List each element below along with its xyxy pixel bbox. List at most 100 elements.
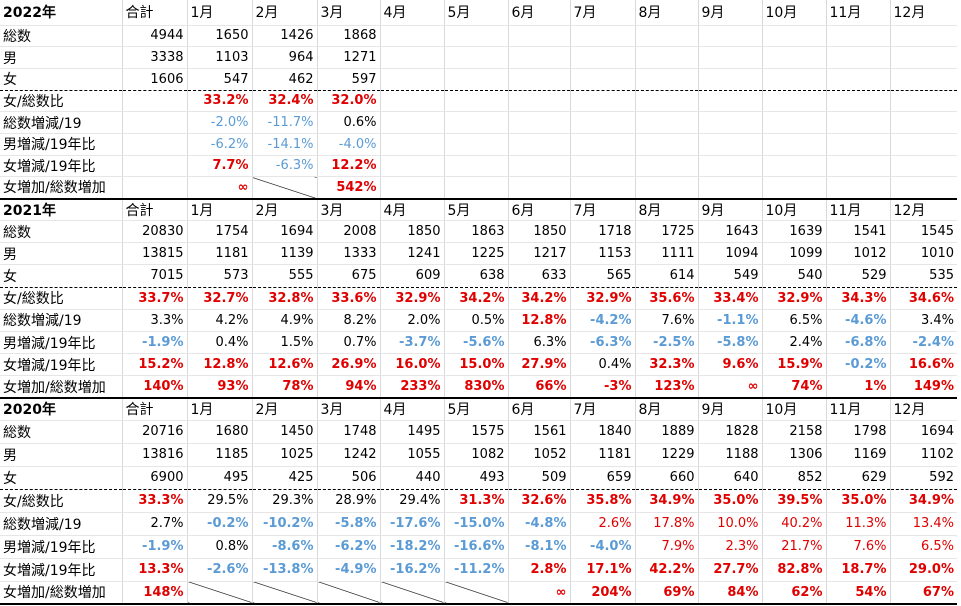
cell [443, 111, 508, 134]
column-header: 5月 [443, 397, 508, 421]
cell [825, 90, 890, 113]
cell: 13815 [121, 242, 187, 266]
cell: 67% [889, 581, 957, 605]
column-header: 12月 [889, 397, 957, 421]
cell: 2.7% [121, 512, 187, 536]
cell [379, 90, 444, 113]
cell: 32.8% [251, 287, 317, 310]
row-label: 男 [0, 242, 122, 266]
column-header: 合計 [121, 397, 187, 421]
cell [316, 581, 380, 605]
cell [569, 155, 635, 178]
cell: 33.2% [186, 90, 252, 113]
cell [443, 25, 508, 48]
cell: 462 [251, 68, 317, 91]
cell: 12.8% [186, 353, 252, 377]
cell: 7.7% [186, 155, 252, 178]
data-row: 総数増減/19 3.3% 4.2% 4.9% 8.2% 2.0% 0.5% 12.8% -4.2… [0, 309, 957, 332]
cell [825, 46, 890, 69]
cell: 33.4% [697, 287, 762, 310]
cell [507, 46, 570, 69]
cell: 35.0% [825, 489, 890, 513]
cell: 84% [697, 581, 762, 605]
cell: 3.4% [889, 309, 957, 332]
cell [251, 176, 317, 199]
cell [569, 176, 635, 199]
data-row: 女増加/総数増加 140% 93% 78% 94% 233% 830% 66% -3% 123% ∞… [0, 375, 957, 399]
data-row: 男 13815 1181 1139 1333 1241 1225 1217 1153 1111 10… [0, 242, 957, 266]
row-label: 女増加/総数増加 [0, 176, 122, 199]
cell: 7.9% [634, 535, 698, 559]
cell: 39.5% [761, 489, 826, 513]
cell: 4.2% [186, 309, 252, 332]
column-header: 3月 [316, 197, 380, 221]
cell: 0.7% [316, 331, 380, 355]
cell: 62% [761, 581, 826, 605]
cell: -3.7% [379, 331, 444, 355]
cell: 638 [443, 264, 508, 288]
cell: 17.8% [634, 512, 698, 536]
cell: 493 [443, 466, 508, 490]
cell [825, 133, 890, 156]
cell: 1748 [316, 420, 380, 444]
data-row: 総数増減/19 -2.0% -11.7% 0.6% [0, 111, 957, 134]
column-header: 9月 [697, 0, 762, 26]
data-row: 男増減/19年比 -1.9% 0.8% -8.6% -6.2% -18.2% -16.6% -… [0, 535, 957, 559]
column-header: 10月 [761, 0, 826, 26]
cell: 0.8% [186, 535, 252, 559]
column-header: 9月 [697, 397, 762, 421]
cell: 547 [186, 68, 252, 91]
cell [634, 133, 698, 156]
cell: 1% [825, 375, 890, 399]
cell: 1217 [507, 242, 570, 266]
cell: 149% [889, 375, 957, 399]
column-header: 10月 [761, 397, 826, 421]
cell: 21.7% [761, 535, 826, 559]
cell: 1055 [379, 443, 444, 467]
cell [507, 111, 570, 134]
data-row: 女増減/19年比 13.3% -2.6% -13.8% -4.9% -16.2% -11.2… [0, 558, 957, 582]
cell: 233% [379, 375, 444, 399]
row-label: 総数 [0, 220, 122, 244]
data-row: 女/総数比 33.7% 32.7% 32.8% 33.6% 32.9% 34.2% 34.2%… [0, 287, 957, 310]
cell: -0.2% [186, 512, 252, 536]
cell: -2.4% [889, 331, 957, 355]
row-label: 総数 [0, 25, 122, 48]
cell [379, 155, 444, 178]
cell [889, 25, 957, 48]
cell: 1541 [825, 220, 890, 244]
cell: 54% [825, 581, 890, 605]
cell: 4.9% [251, 309, 317, 332]
cell: -6.8% [825, 331, 890, 355]
cell [825, 176, 890, 199]
cell: 2158 [761, 420, 826, 444]
cell: 1694 [251, 220, 317, 244]
column-header: 合計 [121, 0, 187, 26]
cell: -4.6% [825, 309, 890, 332]
cell [761, 46, 826, 69]
cell: 1225 [443, 242, 508, 266]
cell [443, 133, 508, 156]
cell [825, 155, 890, 178]
cell: 7.6% [634, 309, 698, 332]
column-header: 12月 [889, 197, 957, 221]
cell: 2.4% [761, 331, 826, 355]
cell: 1012 [825, 242, 890, 266]
cell: 495 [186, 466, 252, 490]
cell [697, 25, 762, 48]
cell: -5.8% [316, 512, 380, 536]
cell: 12.8% [507, 309, 570, 332]
column-header: 8月 [634, 397, 698, 421]
cell: 1229 [634, 443, 698, 467]
cell: 2008 [316, 220, 380, 244]
cell: -17.6% [379, 512, 444, 536]
cell [825, 111, 890, 134]
cell: 29.0% [889, 558, 957, 582]
cell [634, 90, 698, 113]
cell: 11.3% [825, 512, 890, 536]
cell: 32.4% [251, 90, 317, 113]
cell: -0.2% [825, 353, 890, 377]
cell: 7015 [121, 264, 187, 288]
cell: 659 [569, 466, 635, 490]
